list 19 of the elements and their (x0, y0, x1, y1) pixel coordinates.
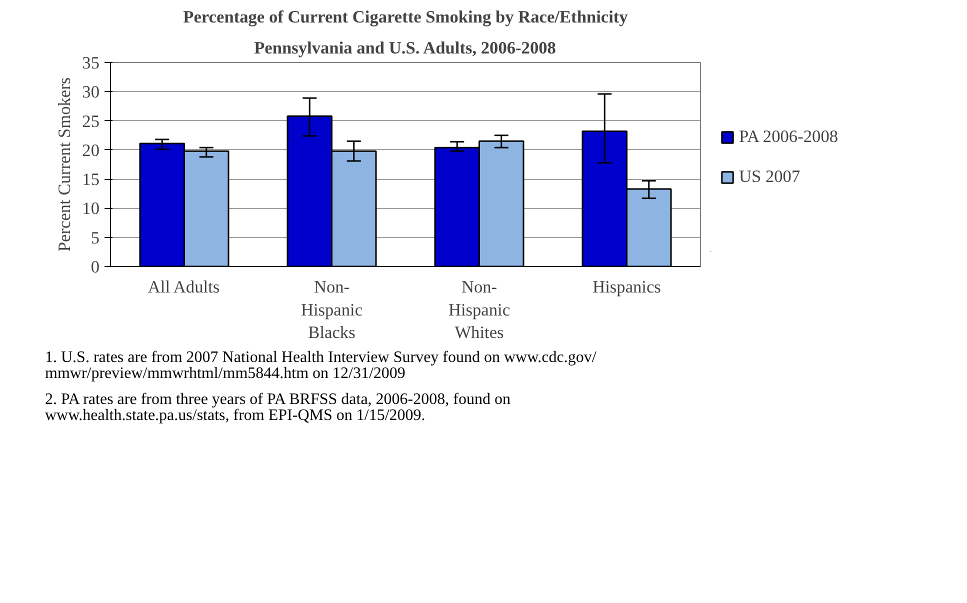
y-tick-label: 20 (82, 140, 100, 160)
x-tick-label: Non-Hispanic Blacks (300, 278, 363, 342)
y-tick-label: 15 (82, 170, 100, 190)
y-axis-title: Percent Current Smokers (55, 77, 74, 252)
y-tick-label: 35 (82, 54, 100, 72)
y-tick-label: 5 (90, 228, 100, 248)
x-tick-label: All Adults (148, 278, 220, 296)
y-tick-label: 0 (90, 258, 100, 276)
text: 2. PA rates are from three years of PA BRFSS data, 2006-2008, found on www.health.state.pa.us/stats, from EPI-QMS on 1/15/2009. (45, 391, 510, 424)
chart-subtitle: Pennsylvania and U.S. Adults, 2006-2008 (254, 38, 556, 58)
y-tick-label: 10 (82, 199, 100, 218)
legend-label: US 2007 (739, 166, 800, 186)
y-tick-label: 30 (82, 82, 100, 102)
x-tick-label: Hispanics (592, 278, 662, 296)
chart-title: Percentage of Current Cigarette Smoking by Race/Ethnicity (183, 8, 628, 26)
legend-label: PA 2006-2008 (739, 126, 838, 146)
text: 1. U.S. rates are from 2007 National Health Interview Survey found on www.cdc.gov/ mmwr/preview/mmwrhtml/mm5844.htm on 12/31/2009 (45, 349, 596, 382)
y-tick-label: 25 (82, 112, 100, 131)
x-tick-label: Non-Hispanic Whites (448, 278, 510, 342)
